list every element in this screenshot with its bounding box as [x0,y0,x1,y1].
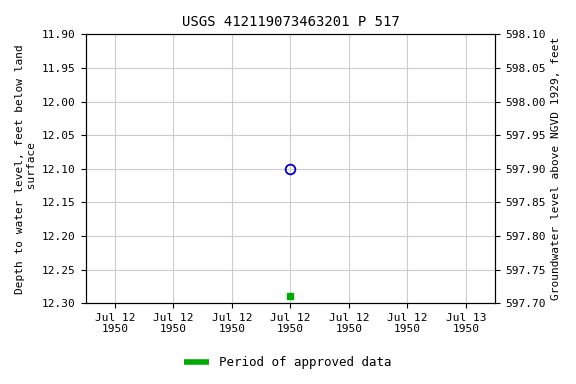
Y-axis label: Groundwater level above NGVD 1929, feet: Groundwater level above NGVD 1929, feet [551,37,561,300]
Title: USGS 412119073463201 P 517: USGS 412119073463201 P 517 [181,15,399,29]
Y-axis label: Depth to water level, feet below land
 surface: Depth to water level, feet below land su… [15,44,37,294]
Legend: Period of approved data: Period of approved data [179,351,397,374]
